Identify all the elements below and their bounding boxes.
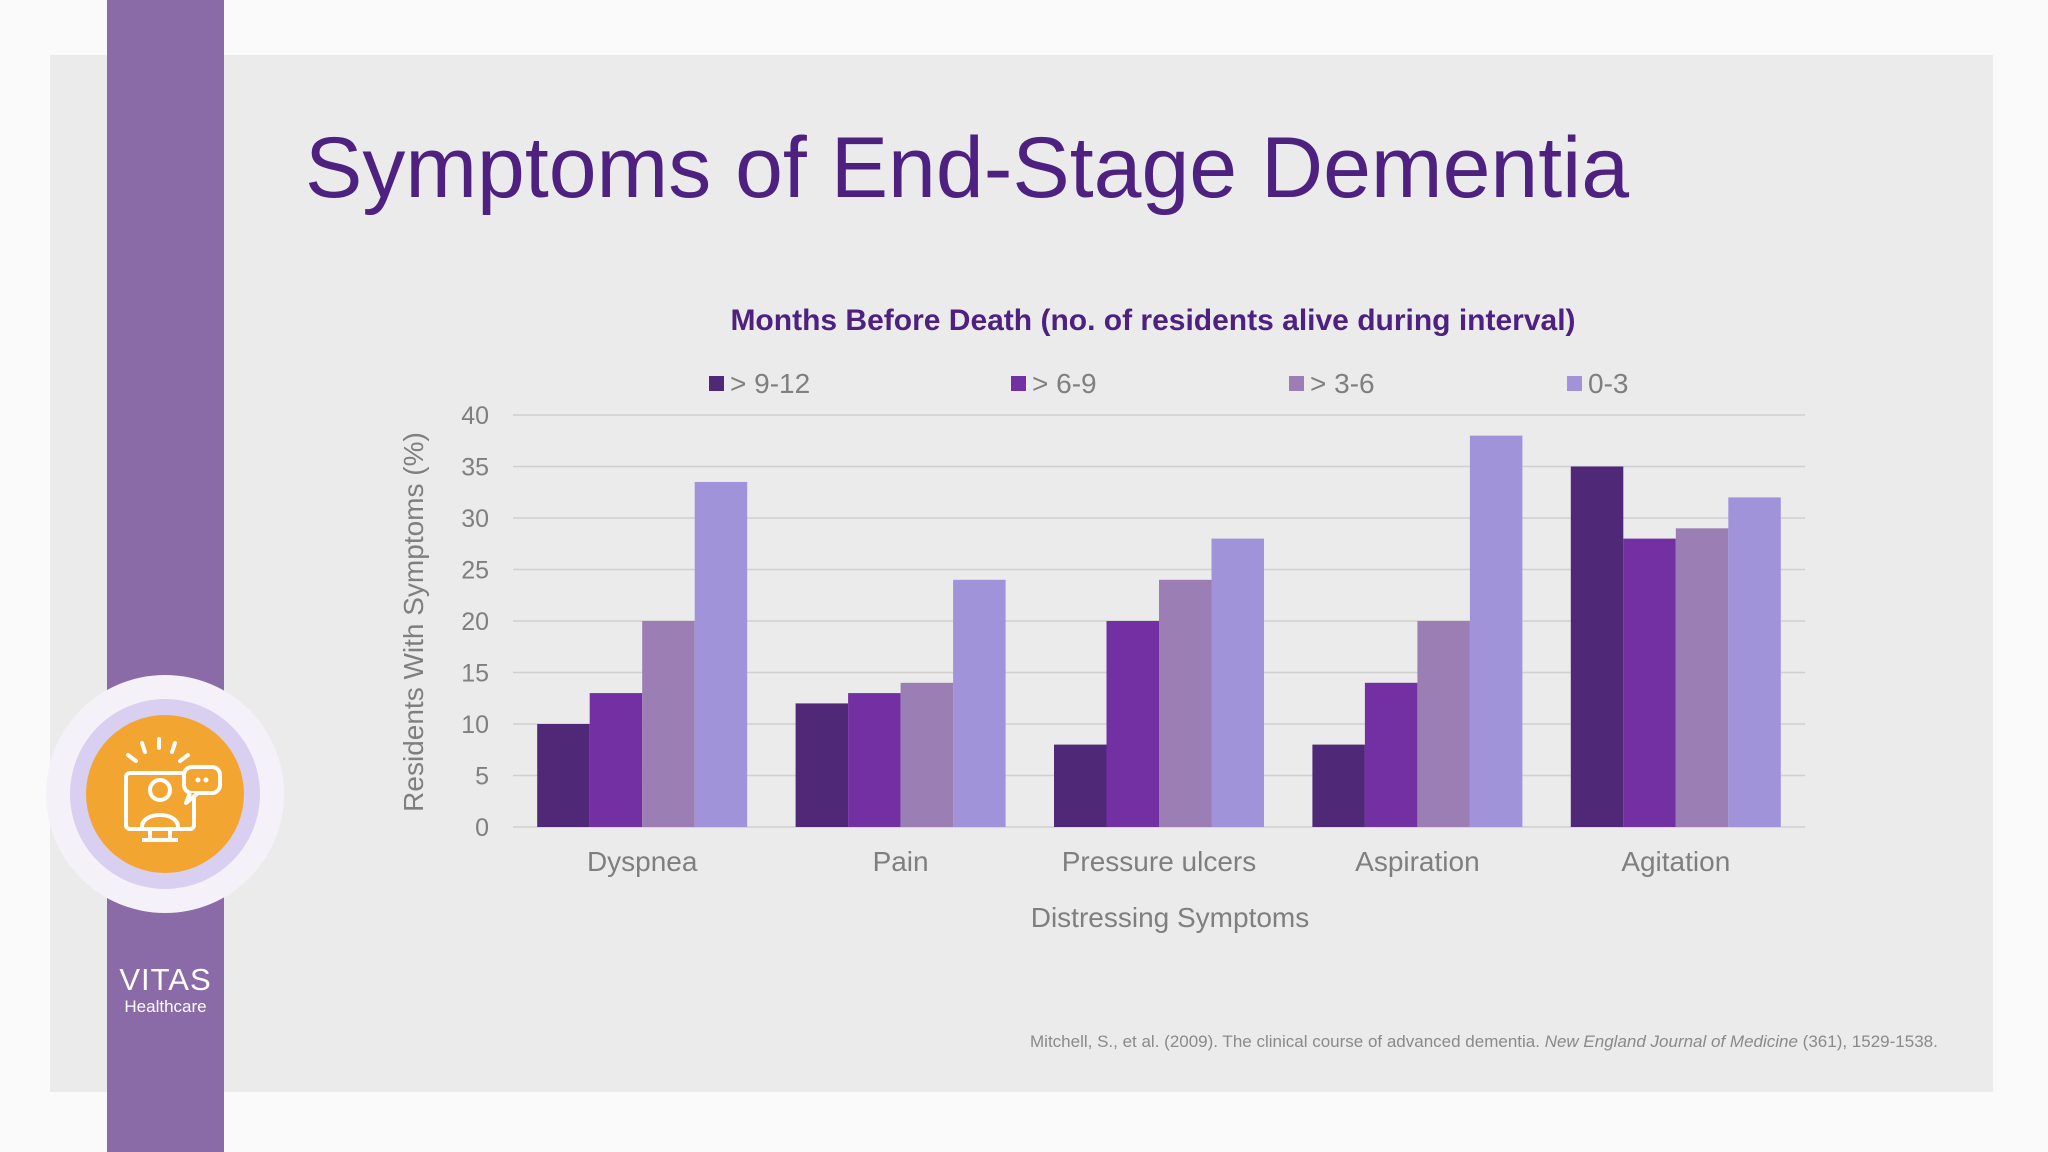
telehealth-icon <box>86 715 244 873</box>
bar <box>1469 435 1523 827</box>
y-tick-label: 35 <box>461 454 489 482</box>
legend-label: > 3-6 <box>1310 368 1375 399</box>
x-axis-title: Distressing Symptoms <box>1031 902 1310 933</box>
x-axis-categories: Dyspnea Pain Pressure ulcers Aspiration Agit… <box>587 846 1730 877</box>
x-category-label: Dyspnea <box>587 846 698 877</box>
legend-swatch <box>1011 376 1026 391</box>
legend-label: > 9-12 <box>730 368 810 399</box>
citation-details: (361), 1529-1538. <box>1797 1032 1938 1051</box>
bar <box>1570 466 1624 827</box>
y-tick-label: 10 <box>461 711 489 739</box>
legend-label: 0-3 <box>1588 368 1628 399</box>
legend-swatch <box>1567 376 1582 391</box>
x-category-label: Agitation <box>1621 846 1730 877</box>
bar <box>1728 497 1781 827</box>
bar <box>900 682 954 827</box>
bar <box>1364 682 1418 827</box>
y-axis-ticks: 0 5 10 15 20 25 30 35 40 <box>461 402 489 842</box>
chart-bars <box>537 435 1781 827</box>
bar <box>795 703 849 827</box>
y-tick-label: 0 <box>475 814 489 842</box>
brand-name: VITAS <box>119 962 212 997</box>
bar <box>953 579 1006 827</box>
y-tick-label: 25 <box>461 557 489 585</box>
bar <box>1159 579 1212 827</box>
legend-swatch <box>1289 376 1304 391</box>
bar <box>537 724 590 827</box>
bar <box>1623 538 1676 827</box>
y-tick-label: 15 <box>461 660 489 688</box>
x-category-label: Pressure ulcers <box>1062 846 1257 877</box>
brand-band <box>107 0 224 1152</box>
bar <box>1312 744 1365 827</box>
citation-journal: New England Journal of Medicine <box>1544 1032 1798 1051</box>
bar <box>848 693 901 827</box>
brand-logo: VITAS Healthcare <box>107 963 224 1017</box>
y-tick-label: 20 <box>461 608 489 636</box>
y-tick-label: 30 <box>461 505 489 533</box>
citation-authors: Mitchell, S., et al. (2009). The clinica… <box>1030 1032 1545 1051</box>
bar <box>1675 528 1729 827</box>
legend-label: > 6-9 <box>1032 368 1097 399</box>
y-tick-label: 40 <box>461 402 489 430</box>
x-category-label: Aspiration <box>1355 846 1480 877</box>
legend-swatch <box>709 376 724 391</box>
bar <box>1417 621 1470 827</box>
slide-title: Symptoms of End-Stage Dementia <box>305 120 1630 216</box>
y-tick-label: 5 <box>475 763 489 791</box>
bar <box>1211 538 1264 827</box>
bar <box>1054 744 1107 827</box>
x-category-label: Pain <box>873 846 929 877</box>
citation: Mitchell, S., et al. (2009). The clinica… <box>1030 1032 1938 1052</box>
bar <box>642 621 695 827</box>
chart-legend: > 9-12 > 6-9 > 3-6 0-3 <box>709 368 1628 399</box>
bar <box>694 481 748 827</box>
brand-subtitle: Healthcare <box>124 997 207 1016</box>
bar <box>589 693 643 827</box>
chart-title: Months Before Death (no. of residents al… <box>730 304 1575 337</box>
y-axis-title: Residents With Symptoms (%) <box>398 432 429 812</box>
bar <box>1106 621 1159 827</box>
